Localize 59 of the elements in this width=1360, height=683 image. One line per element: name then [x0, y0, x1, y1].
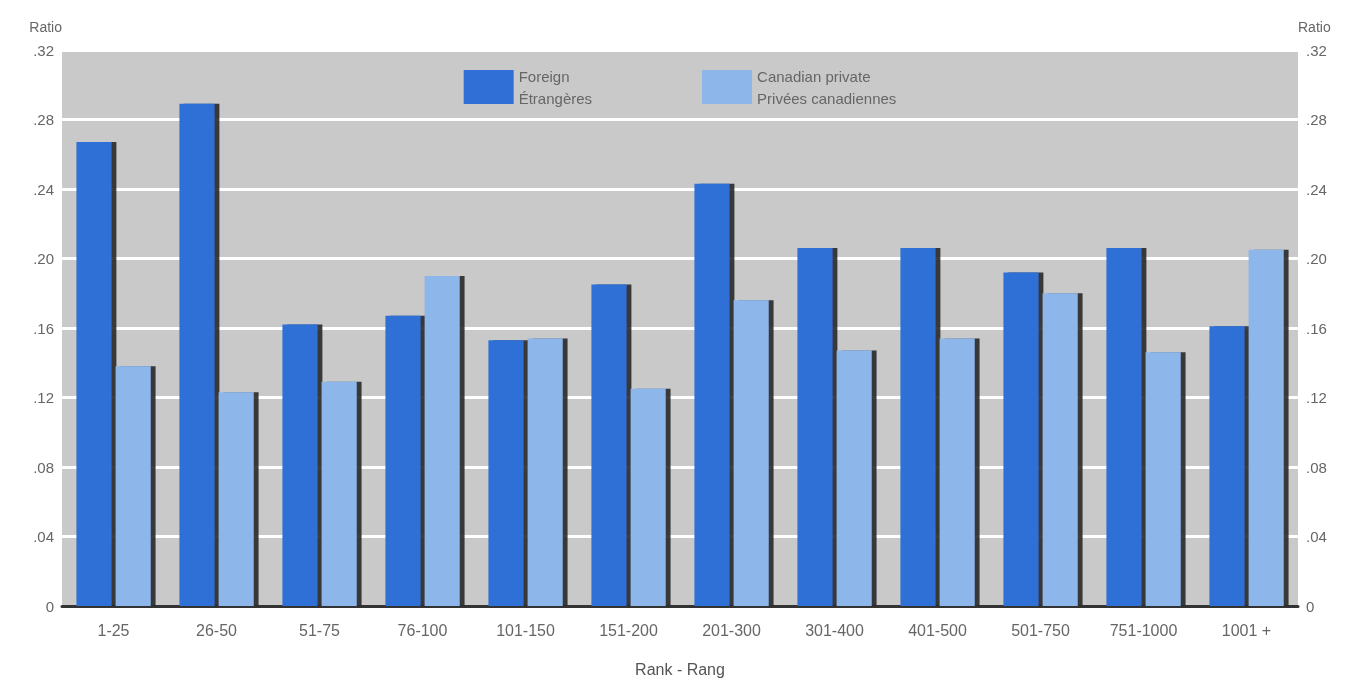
y2-tick-label: 0 — [1306, 597, 1315, 615]
y2-tick-label: .12 — [1306, 389, 1327, 406]
bar — [1003, 272, 1039, 606]
bar — [282, 324, 318, 606]
x-tick-label: 151-200 — [599, 621, 658, 639]
bar — [591, 284, 627, 606]
y-tick-label: 0 — [45, 597, 54, 615]
y-tick-label: .20 — [33, 250, 54, 267]
y2-axis-title: Ratio — [1298, 19, 1331, 35]
x-tick-label: 51-75 — [299, 621, 341, 639]
y-tick-label: .08 — [33, 458, 54, 476]
bar — [797, 248, 833, 606]
bar — [385, 315, 421, 606]
y2-tick-label: .20 — [1306, 250, 1327, 267]
y-tick-label: .32 — [33, 41, 54, 59]
y2-tick-label: .16 — [1306, 319, 1327, 337]
y2-tick-label: .08 — [1306, 458, 1327, 476]
bar — [733, 300, 769, 606]
y2-tick-label: .32 — [1306, 41, 1327, 59]
x-tick-label: 26-50 — [196, 621, 238, 639]
bar — [1145, 352, 1181, 606]
bar — [939, 338, 975, 606]
x-tick-label: 76-100 — [397, 621, 448, 639]
bar — [1042, 293, 1078, 606]
bar — [115, 366, 151, 606]
x-tick-label: 501-750 — [1011, 621, 1070, 639]
x-tick-label: 201-300 — [702, 621, 761, 639]
x-tick-label: 101-150 — [496, 621, 555, 639]
y-tick-label: .16 — [33, 319, 54, 337]
bar — [1106, 248, 1142, 606]
bar — [1248, 249, 1284, 606]
x-tick-label: 301-400 — [805, 621, 864, 639]
y2-tick-label: .28 — [1306, 111, 1327, 128]
bar — [836, 350, 872, 606]
bar — [694, 183, 730, 606]
y-tick-label: .28 — [33, 111, 54, 128]
x-tick-label: 401-500 — [908, 621, 967, 639]
bar — [424, 275, 460, 606]
bar — [900, 248, 936, 606]
y-tick-label: .12 — [33, 389, 54, 406]
bar — [76, 142, 112, 606]
y-axis-title: Ratio — [29, 19, 63, 35]
y-tick-label: .24 — [33, 180, 54, 198]
y-tick-label: .04 — [33, 528, 54, 545]
y2-tick-label: .24 — [1306, 180, 1327, 198]
bar — [218, 392, 254, 606]
bar — [527, 338, 563, 606]
legend-label: Foreign Étrangères — [518, 67, 593, 107]
bar — [630, 388, 666, 606]
bar — [321, 381, 357, 606]
x-tick-label: 1-25 — [97, 621, 130, 639]
x-axis-title: Rank - Rang — [635, 660, 725, 678]
x-tick-label: 1001 + — [1221, 621, 1272, 639]
bar — [488, 340, 524, 606]
bar — [179, 103, 215, 606]
y2-tick-label: .04 — [1306, 528, 1327, 545]
bar — [1209, 326, 1245, 606]
legend-label: Canadian private Privées canadiennes — [757, 67, 897, 107]
x-tick-label: 751-1000 — [1109, 621, 1178, 639]
